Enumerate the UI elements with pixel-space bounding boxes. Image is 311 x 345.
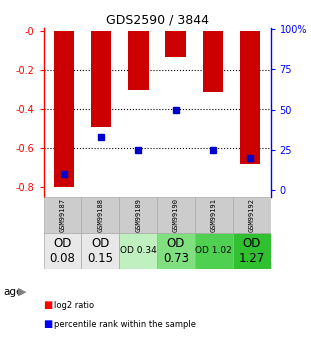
Bar [203, 31, 223, 92]
Text: OD
1.27: OD 1.27 [239, 237, 265, 265]
Bar [44, 233, 81, 269]
Text: ▶: ▶ [18, 287, 27, 296]
Bar [195, 197, 233, 233]
Bar [91, 31, 111, 127]
Bar [233, 233, 271, 269]
Bar [240, 31, 260, 164]
Bar [119, 197, 157, 233]
Bar [128, 31, 149, 90]
Text: GSM99191: GSM99191 [211, 198, 217, 232]
Text: OD
0.73: OD 0.73 [163, 237, 189, 265]
Bar [157, 197, 195, 233]
Text: OD
0.08: OD 0.08 [49, 237, 75, 265]
Text: GSM99189: GSM99189 [135, 198, 141, 232]
Bar [119, 233, 157, 269]
Text: OD 0.34: OD 0.34 [120, 246, 156, 256]
Bar [54, 31, 74, 187]
Bar [81, 197, 119, 233]
Text: ■: ■ [44, 300, 53, 310]
Text: GSM99188: GSM99188 [97, 198, 103, 232]
Bar [44, 197, 81, 233]
Bar [165, 31, 186, 57]
Text: OD 1.02: OD 1.02 [195, 246, 232, 256]
Bar [157, 233, 195, 269]
Bar [81, 233, 119, 269]
Text: log2 ratio: log2 ratio [54, 301, 95, 310]
Text: GSM99192: GSM99192 [249, 198, 255, 232]
Text: OD
0.15: OD 0.15 [87, 237, 113, 265]
Text: age: age [3, 287, 22, 296]
Text: ■: ■ [44, 319, 53, 329]
Title: GDS2590 / 3844: GDS2590 / 3844 [105, 13, 209, 27]
Text: GSM99190: GSM99190 [173, 198, 179, 232]
Bar [233, 197, 271, 233]
Text: GSM99187: GSM99187 [59, 198, 65, 232]
Text: percentile rank within the sample: percentile rank within the sample [54, 320, 197, 329]
Bar [195, 233, 233, 269]
